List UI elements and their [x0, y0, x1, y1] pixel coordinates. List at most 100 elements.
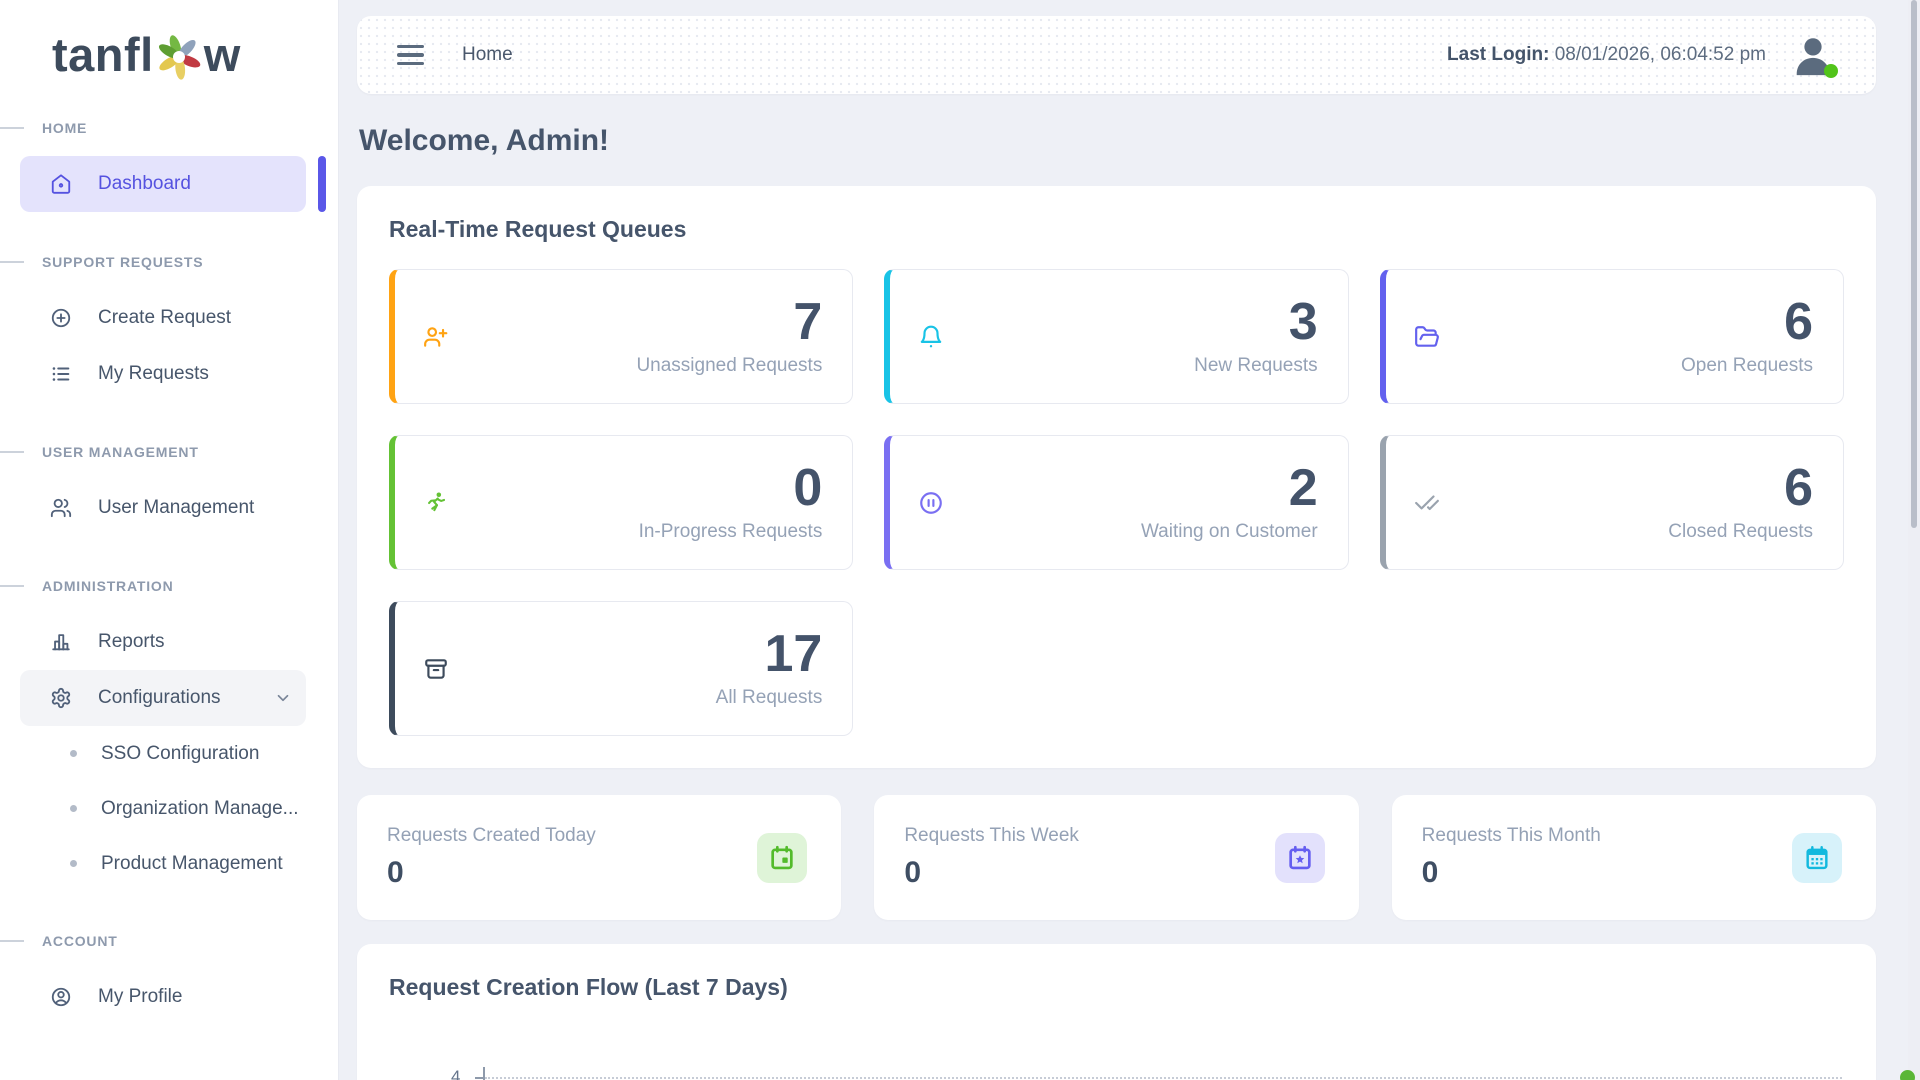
- pause-circle-icon: [918, 490, 944, 516]
- section-label-home: HOME: [42, 120, 88, 136]
- avatar[interactable]: [1790, 32, 1838, 78]
- chart-area: 4: [389, 1037, 1844, 1080]
- user-silhouette-icon: [1796, 38, 1830, 76]
- gridline-dotted: [485, 1077, 1842, 1079]
- section-label-support-requests: SUPPORT REQUESTS: [42, 254, 204, 270]
- bullet-icon: [70, 805, 77, 812]
- summary-label: Requests Created Today: [387, 825, 596, 846]
- online-status-dot: [1824, 64, 1838, 78]
- section-divider: [0, 940, 24, 942]
- scrollbar-track[interactable]: [1900, 0, 1920, 1080]
- logo-text-post: w: [203, 27, 241, 81]
- last-login-value: 08/01/2026, 06:04:52 pm: [1554, 44, 1766, 65]
- y-axis-tick-label: 4: [451, 1067, 461, 1080]
- list-icon: [50, 363, 72, 385]
- summary-card-today: Requests Created Today 0: [357, 795, 842, 920]
- request-queues-panel: Real-Time Request Queues 7 Unassigned Re…: [357, 186, 1876, 768]
- bullet-icon: [70, 750, 77, 757]
- sidebar-subitem-label: SSO Configuration: [101, 742, 260, 764]
- panel-title: Real-Time Request Queues: [389, 216, 687, 242]
- summary-label: Requests This Week: [904, 825, 1079, 846]
- queue-card-label: Waiting on Customer: [1140, 521, 1318, 542]
- queue-card-value: 3: [1288, 293, 1318, 351]
- sidebar-item-label: Configurations: [98, 687, 221, 708]
- queue-card-waiting: 2 Waiting on Customer: [884, 435, 1349, 570]
- queue-card-new: 3 New Requests: [884, 269, 1349, 404]
- sidebar-subitem-label: Product Management: [101, 852, 283, 874]
- calendar-star-icon: [1274, 832, 1325, 883]
- sidebar-item-create-request[interactable]: Create Request: [20, 290, 306, 346]
- user-plus-icon: [423, 324, 449, 350]
- logo[interactable]: tanfl w: [0, 22, 338, 86]
- plus-circle-icon: [50, 307, 72, 329]
- summary-label: Requests This Month: [1421, 825, 1601, 846]
- breadcrumb[interactable]: Home: [462, 44, 513, 65]
- queue-card-value: 17: [764, 625, 823, 683]
- section-label-administration: ADMINISTRATION: [42, 578, 174, 594]
- summary-row: Requests Created Today 0 Requests This W…: [357, 795, 1876, 920]
- sidebar-item-label: Create Request: [98, 307, 232, 328]
- chart-title: Request Creation Flow (Last 7 Days): [389, 974, 788, 1000]
- chevron-down-icon: [274, 689, 292, 707]
- section-divider: [0, 261, 24, 263]
- logo-text-pre: tanfl: [52, 27, 154, 81]
- sidebar-nav: HOME Dashboard SUPPORT REQUESTS Create R…: [0, 120, 338, 1025]
- users-icon: [50, 497, 72, 519]
- green-dot: [1900, 1070, 1915, 1080]
- queue-card-value: 6: [1784, 293, 1813, 351]
- calendar-month-icon: [1792, 832, 1842, 883]
- summary-value: 0: [1421, 856, 1439, 889]
- queue-card-value: 2: [1288, 459, 1318, 517]
- summary-card-month: Requests This Month 0: [1391, 795, 1876, 920]
- summary-card-week: Requests This Week 0: [874, 795, 1359, 920]
- sidebar-item-dashboard[interactable]: Dashboard: [20, 156, 326, 212]
- scrollbar-thumb[interactable]: [1911, 0, 1917, 528]
- sidebar-item-my-profile[interactable]: My Profile: [20, 969, 306, 1025]
- y-axis-line: [483, 1067, 485, 1080]
- last-login-text: Last Login: 08/01/2026, 06:04:52 pm: [1447, 44, 1766, 66]
- queue-card-value: 6: [1784, 459, 1813, 517]
- chart-panel: Request Creation Flow (Last 7 Days) 4: [357, 944, 1876, 1080]
- sidebar-item-label: My Requests: [98, 363, 209, 384]
- sidebar-item-label: User Management: [98, 497, 255, 518]
- queue-card-label: Closed Requests: [1668, 521, 1813, 542]
- home-icon: [50, 173, 72, 195]
- summary-value: 0: [904, 856, 922, 889]
- user-circle-icon: [50, 986, 72, 1008]
- section-divider: [0, 585, 24, 587]
- section-divider: [0, 127, 24, 129]
- sidebar-item-label: Dashboard: [98, 173, 191, 194]
- section-label-account: ACCOUNT: [42, 933, 118, 949]
- gear-icon: [50, 687, 72, 709]
- queue-card-in-progress: 0 In-Progress Requests: [389, 435, 854, 570]
- sidebar-subitem-sso-configuration[interactable]: SSO Configuration: [0, 726, 338, 781]
- queue-card-label: Unassigned Requests: [636, 355, 823, 376]
- sidebar: tanfl w HOME: [0, 0, 339, 1080]
- active-indicator: [318, 156, 326, 212]
- queue-grid: 7 Unassigned Requests 3 New Requests: [389, 269, 1844, 736]
- sidebar-item-my-requests[interactable]: My Requests: [20, 346, 306, 402]
- queue-card-unassigned: 7 Unassigned Requests: [389, 269, 854, 404]
- queue-card-closed: 6 Closed Requests: [1379, 435, 1844, 570]
- y-axis-tick-mark: [475, 1077, 484, 1079]
- top-header: Home Last Login: 08/01/2026, 06:04:52 pm: [357, 16, 1876, 94]
- calendar-day-icon: [757, 832, 808, 883]
- runner-icon: [423, 490, 449, 516]
- sidebar-subitem-label: Organization Manage...: [101, 797, 299, 819]
- double-check-icon: [1414, 490, 1440, 516]
- last-login-label: Last Login:: [1447, 44, 1550, 65]
- section-label-user-management: USER MANAGEMENT: [42, 444, 199, 460]
- sidebar-subitem-product-management[interactable]: Product Management: [0, 836, 338, 891]
- summary-value: 0: [387, 856, 404, 889]
- queue-card-open: 6 Open Requests: [1379, 269, 1844, 404]
- sidebar-item-user-management[interactable]: User Management: [20, 480, 306, 536]
- bullet-icon: [70, 860, 77, 867]
- queue-card-label: New Requests: [1194, 355, 1318, 376]
- sidebar-item-reports[interactable]: Reports: [20, 614, 306, 670]
- hamburger-menu-button[interactable]: [397, 45, 424, 65]
- sidebar-item-configurations[interactable]: Configurations: [20, 670, 306, 726]
- sidebar-subitem-organization-management[interactable]: Organization Manage...: [0, 781, 338, 836]
- queue-card-value: 7: [793, 293, 823, 351]
- sidebar-item-label: My Profile: [98, 986, 183, 1007]
